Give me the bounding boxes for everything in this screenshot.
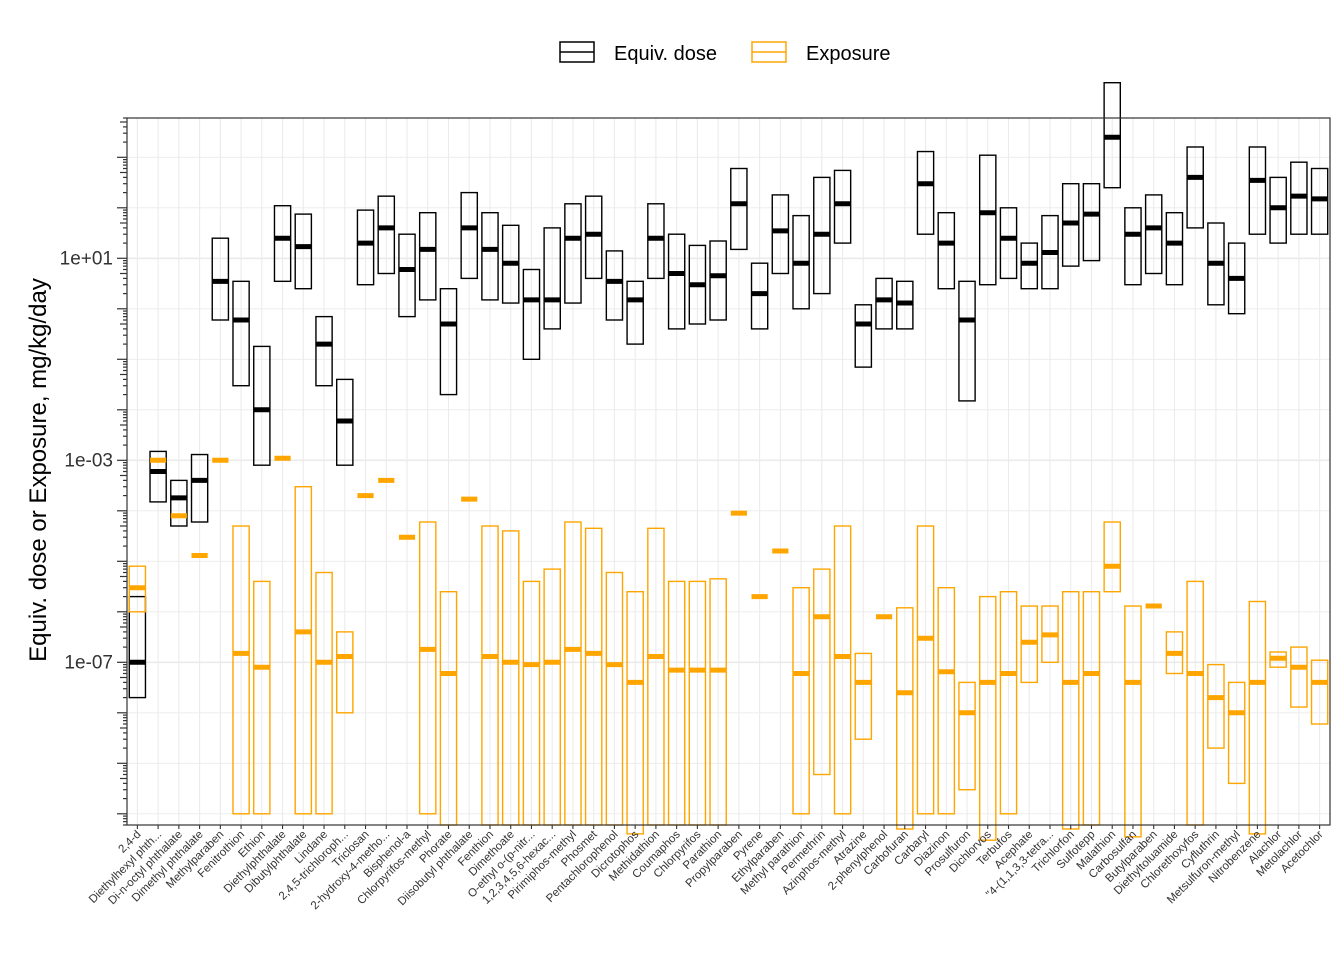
box <box>999 207 1018 280</box>
y-tick-label: 1e+01 <box>60 248 113 269</box>
box <box>978 154 997 286</box>
box <box>460 191 479 280</box>
legend-label-equiv-dose: Equiv. dose <box>614 43 717 65</box>
box <box>833 525 852 815</box>
box <box>792 587 810 815</box>
box <box>543 227 561 330</box>
box <box>937 211 956 290</box>
box <box>232 525 250 815</box>
box <box>1124 207 1142 286</box>
box <box>916 525 935 815</box>
box <box>730 167 748 251</box>
box <box>418 211 437 301</box>
box <box>916 150 935 235</box>
box <box>315 315 333 387</box>
box <box>605 250 624 321</box>
box <box>1082 183 1101 262</box>
box <box>294 213 313 290</box>
series-equiv-dose <box>128 82 1329 699</box>
box <box>315 571 333 815</box>
box <box>709 240 727 321</box>
box <box>564 203 582 304</box>
box <box>771 194 790 275</box>
panel-background <box>127 118 1330 825</box>
box <box>1227 681 1246 785</box>
box <box>958 681 976 791</box>
box <box>1124 605 1142 838</box>
box <box>170 479 188 527</box>
box <box>149 450 167 503</box>
box <box>232 280 250 387</box>
box <box>1248 146 1267 235</box>
box <box>647 203 665 280</box>
box <box>377 195 396 275</box>
box <box>294 486 313 815</box>
box <box>1103 521 1122 593</box>
box <box>1310 659 1329 725</box>
box <box>833 169 852 244</box>
box <box>667 233 686 330</box>
box <box>626 591 644 835</box>
box <box>937 587 956 815</box>
box <box>978 595 997 841</box>
box <box>522 268 541 360</box>
box <box>356 209 375 286</box>
box <box>418 521 437 815</box>
box <box>584 195 603 280</box>
box <box>626 280 644 345</box>
box <box>1290 646 1308 708</box>
y-axis-label: Equiv. dose or Exposure, mg/kg/day <box>25 278 52 662</box>
box <box>1186 146 1204 229</box>
box <box>481 211 499 301</box>
box <box>128 595 147 699</box>
legend-label-exposure: Exposure <box>806 43 891 65</box>
y-tick-label: 1e-07 <box>64 652 113 673</box>
box <box>999 591 1018 815</box>
box <box>439 288 458 396</box>
box <box>273 205 292 283</box>
box <box>1020 242 1039 290</box>
box <box>854 304 873 368</box>
box <box>1248 600 1267 835</box>
box <box>875 277 893 330</box>
box <box>253 345 271 466</box>
legend: Equiv. dose Exposure <box>559 41 891 65</box>
box <box>190 453 209 523</box>
box <box>335 631 354 714</box>
box <box>813 568 831 776</box>
box <box>398 233 416 318</box>
box <box>1144 194 1163 275</box>
box <box>253 580 271 815</box>
box <box>958 280 976 402</box>
box <box>1165 211 1184 286</box>
box <box>1207 663 1225 749</box>
box <box>854 652 873 740</box>
y-tick-label: 1e-03 <box>64 450 113 471</box>
